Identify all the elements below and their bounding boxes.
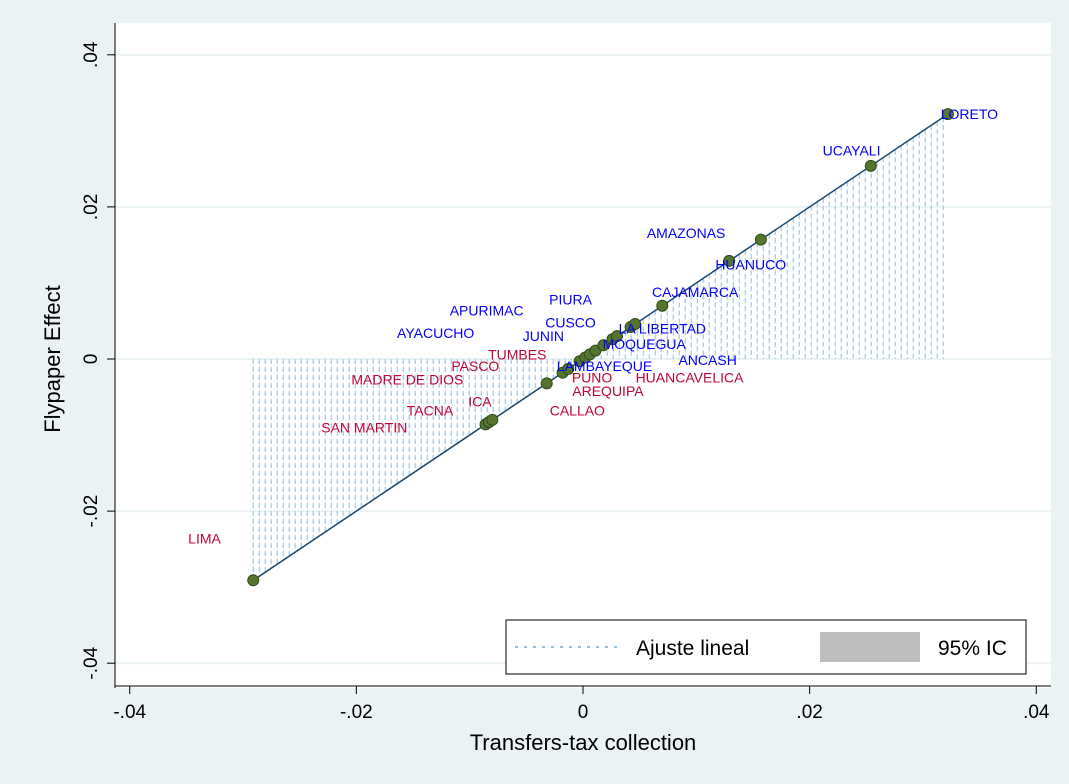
point-label: APURIMAC: [450, 302, 524, 318]
point-label: HUANCAVELICA: [636, 369, 745, 385]
x-tick-label: -.04: [113, 702, 146, 723]
data-point: [864, 159, 877, 172]
point-label: AYACUCHO: [397, 325, 474, 341]
point-label: AREQUIPA: [572, 383, 644, 399]
point-label: ICA: [468, 394, 492, 410]
legend-fit-label: Ajuste lineal: [636, 637, 749, 660]
data-point: [247, 574, 260, 587]
point-label: LA LIBERTAD: [619, 321, 706, 337]
legend-ci-label: 95% IC: [938, 637, 1007, 660]
point-label: CAJAMARCA: [652, 284, 739, 300]
point-label: UCAYALI: [823, 143, 881, 159]
legend: Ajuste lineal 95% IC: [505, 619, 1027, 675]
x-axis-title: Transfers-tax collection: [470, 730, 697, 755]
point-label: LORETO: [941, 106, 998, 122]
point-label: ANCASH: [678, 352, 736, 368]
data-point: [610, 330, 623, 343]
data-point: [941, 108, 954, 121]
data-point: [629, 318, 642, 331]
y-axis-title: Flypaper Effect: [40, 285, 65, 433]
data-point: [754, 233, 767, 246]
y-tick-label: -.02: [81, 495, 102, 528]
point-label: PIURA: [549, 292, 592, 308]
point-label: HUANUCO: [715, 257, 786, 273]
point-label: LAMBAYEQUE: [557, 358, 652, 374]
data-point: [562, 362, 575, 375]
point-label: CALLAO: [550, 403, 605, 419]
legend-box: [505, 619, 1027, 675]
data-point: [597, 339, 610, 352]
x-tick-label: .04: [1023, 702, 1050, 723]
y-tick-label: .02: [81, 194, 102, 220]
point-label: MOQUEGUA: [603, 336, 687, 352]
point-label: PASCO: [451, 358, 499, 374]
point-label: CUSCO: [545, 314, 596, 330]
data-point: [656, 299, 669, 312]
confidence-band: [252, 117, 944, 581]
x-tick-label: .02: [796, 702, 822, 723]
x-tick-label: -.02: [340, 702, 373, 723]
point-label: AMAZONAS: [647, 225, 726, 241]
legend-ci-swatch: [820, 632, 920, 662]
point-label: LIMA: [188, 530, 221, 546]
y-tick-label: -.04: [81, 646, 102, 679]
point-label: TUMBES: [488, 346, 546, 362]
data-point: [723, 254, 736, 267]
axes: -.04 -.02 0 .02 .04 -.04 -.02 0 .02 .04: [81, 23, 1051, 723]
data-point: [486, 413, 499, 426]
point-label: TACNA: [407, 403, 454, 419]
y-tick-label: .04: [81, 41, 102, 68]
points: [247, 108, 954, 587]
point-labels: LORETO UCAYALI AMAZONAS HUANUCO CAJAMARCA PIU…: [188, 106, 998, 546]
y-tick-label: 0: [81, 354, 102, 365]
x-tick-label: 0: [578, 702, 589, 723]
data-point: [540, 377, 553, 390]
point-label: JUNIN: [523, 328, 564, 344]
point-label: MADRE DE DIOS: [351, 372, 463, 388]
point-label: SAN MARTIN: [321, 419, 407, 435]
point-label: PUNO: [572, 369, 613, 385]
